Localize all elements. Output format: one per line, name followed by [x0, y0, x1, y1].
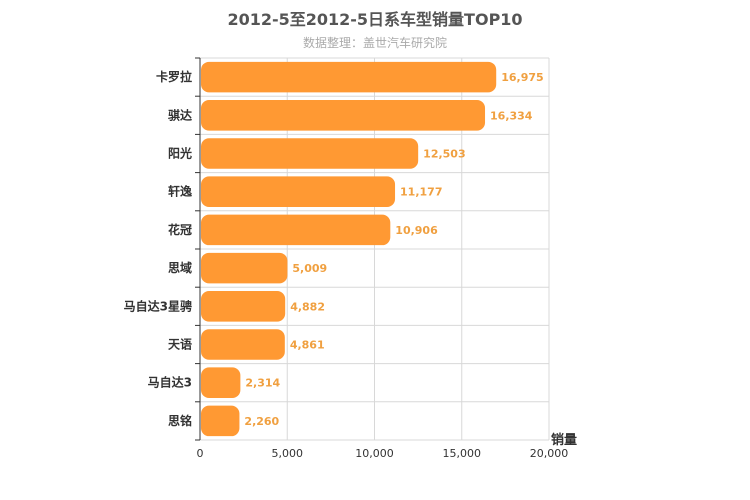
category-label: 阳光 — [168, 146, 192, 161]
x-tick-label: 10,000 — [355, 447, 394, 460]
category-label: 思域 — [168, 260, 192, 275]
value-label: 4,861 — [290, 339, 325, 352]
value-label: 12,503 — [423, 148, 465, 161]
bar[interactable] — [201, 176, 396, 207]
category-label: 骐达 — [168, 107, 192, 122]
x-tick-label: 5,000 — [272, 447, 304, 460]
x-tick-label: 20,000 — [530, 447, 569, 460]
bar[interactable] — [201, 214, 391, 246]
category-label: 马自达3星骋 — [124, 298, 192, 313]
bar[interactable] — [201, 100, 486, 131]
value-label: 5,009 — [292, 262, 327, 275]
category-label: 天语 — [168, 337, 192, 352]
category-label: 轩逸 — [168, 184, 192, 199]
value-label: 11,177 — [400, 186, 442, 199]
value-label: 16,334 — [490, 109, 533, 122]
value-label: 2,260 — [244, 415, 279, 428]
category-label: 卡罗拉 — [156, 69, 192, 84]
category-label: 花冠 — [168, 222, 192, 237]
x-axis-title: 销量 — [551, 432, 577, 448]
value-label: 2,314 — [245, 377, 280, 390]
bar[interactable] — [201, 61, 497, 93]
value-label: 10,906 — [395, 224, 438, 237]
chart-subtitle: 数据整理：盖世汽车研究院 — [302, 36, 447, 50]
category-label: 思铭 — [168, 413, 192, 428]
bar[interactable] — [201, 138, 419, 169]
x-tick-label: 0 — [197, 447, 204, 460]
value-label: 16,975 — [501, 71, 543, 84]
x-tick-label: 15,000 — [443, 447, 482, 460]
bar[interactable] — [201, 367, 241, 398]
bar[interactable] — [201, 252, 288, 284]
chart-title: 2012-5至2012-5日系车型销量TOP10 — [227, 10, 523, 29]
bar[interactable] — [201, 405, 240, 437]
category-label: 马自达3 — [148, 375, 192, 390]
bar[interactable] — [201, 329, 285, 360]
bar[interactable] — [201, 291, 286, 322]
value-label: 4,882 — [290, 300, 325, 313]
